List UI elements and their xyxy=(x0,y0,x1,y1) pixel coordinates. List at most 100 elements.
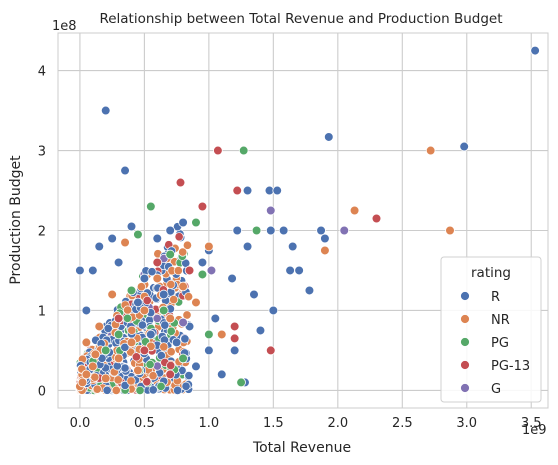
legend-label: R xyxy=(491,290,500,305)
y-axis-label: Production Budget xyxy=(8,155,24,285)
cluster-point xyxy=(131,352,141,362)
cluster-point xyxy=(173,385,183,395)
point-pg-13 xyxy=(213,145,223,156)
cluster-point xyxy=(148,371,158,381)
cluster-point xyxy=(142,377,152,387)
legend-label: G xyxy=(491,382,501,397)
point-g xyxy=(339,225,350,236)
cluster-point xyxy=(182,310,192,320)
x-tick-label: 3.5 xyxy=(521,416,542,431)
point-r xyxy=(165,225,175,236)
x-tick-labels: 0.0 0.5 1.0 1.5 2.0 2.5 3.0 3.5 xyxy=(70,416,542,431)
point-pg-13 xyxy=(184,265,195,276)
point-r xyxy=(229,345,240,356)
cluster-point xyxy=(120,342,130,352)
point-pg-13 xyxy=(229,333,240,344)
cluster-point xyxy=(181,381,191,391)
cluster-point xyxy=(135,385,145,395)
point-pg xyxy=(178,353,188,364)
point-nr xyxy=(81,369,92,380)
cluster-point xyxy=(127,325,137,335)
point-pg-13 xyxy=(139,345,150,356)
point-r xyxy=(287,241,298,252)
y-multiplier-label: 1e8 xyxy=(52,19,77,34)
cluster-point xyxy=(103,323,113,333)
cluster-point xyxy=(102,385,112,395)
cluster-point xyxy=(166,347,176,357)
cluster-point xyxy=(122,313,133,323)
point-pg xyxy=(100,345,111,356)
data-points xyxy=(75,45,540,395)
point-nr xyxy=(320,245,330,256)
point-g xyxy=(206,265,217,276)
cluster-point xyxy=(111,385,121,395)
point-pg xyxy=(146,201,156,212)
cluster-point xyxy=(123,305,133,315)
point-r xyxy=(191,361,201,372)
point-pg-13 xyxy=(165,369,175,380)
cluster-point xyxy=(173,266,183,276)
legend-marker xyxy=(460,314,470,324)
point-pg xyxy=(236,377,246,388)
legend-label: PG xyxy=(491,336,509,351)
point-nr xyxy=(204,241,214,252)
point-r xyxy=(107,233,117,244)
point-r xyxy=(178,217,188,228)
point-r xyxy=(120,165,130,176)
point-pg xyxy=(133,229,143,240)
point-r xyxy=(158,289,169,300)
cluster-point xyxy=(184,292,194,302)
legend-marker xyxy=(460,360,470,370)
point-pg xyxy=(126,285,137,296)
point-r xyxy=(81,305,92,316)
point-pg xyxy=(165,249,175,260)
point-pg xyxy=(158,305,169,316)
cluster-point xyxy=(126,376,136,386)
legend-marker xyxy=(460,291,470,301)
point-pg xyxy=(204,329,214,340)
point-nr xyxy=(139,305,150,316)
legend: rating R NR PG PG-13 G xyxy=(440,256,542,403)
point-nr xyxy=(88,361,98,372)
x-axis-label: Total Revenue xyxy=(252,440,351,456)
cluster-point xyxy=(113,375,123,385)
point-r xyxy=(316,225,326,236)
cluster-point xyxy=(90,372,100,382)
legend-entries: R NR PG PG-13 G xyxy=(460,290,530,397)
legend-label: PG-13 xyxy=(491,359,530,374)
point-nr xyxy=(216,329,227,340)
y-tick-label: 3 xyxy=(38,145,46,160)
point-r xyxy=(255,325,266,336)
point-r xyxy=(94,241,105,252)
legend-marker xyxy=(460,337,470,347)
y-tick-label: 4 xyxy=(38,65,46,80)
cluster-point xyxy=(152,313,162,323)
point-r xyxy=(304,285,315,296)
point-r xyxy=(227,273,237,284)
chart-title: Relationship between Total Revenue and P… xyxy=(99,11,502,27)
point-r xyxy=(294,265,304,276)
cluster-point xyxy=(137,320,147,330)
point-r xyxy=(265,225,276,236)
point-nr xyxy=(425,145,436,156)
x-tick-label: 1.5 xyxy=(263,416,284,431)
point-r xyxy=(139,273,150,284)
cluster-point xyxy=(180,334,190,344)
legend-label: NR xyxy=(491,313,510,328)
point-nr xyxy=(445,225,455,236)
point-r xyxy=(459,141,469,152)
point-nr xyxy=(191,297,201,308)
point-r xyxy=(268,305,279,316)
point-nr xyxy=(100,373,111,384)
cluster-point xyxy=(169,295,179,305)
cluster-point xyxy=(120,363,130,373)
point-r xyxy=(232,225,243,236)
cluster-point xyxy=(166,326,176,336)
cluster-point xyxy=(174,232,184,242)
cluster-point xyxy=(184,371,194,381)
point-nr xyxy=(152,273,163,284)
cluster-point xyxy=(160,320,170,330)
point-pg-13 xyxy=(265,345,276,356)
point-r xyxy=(210,313,221,324)
